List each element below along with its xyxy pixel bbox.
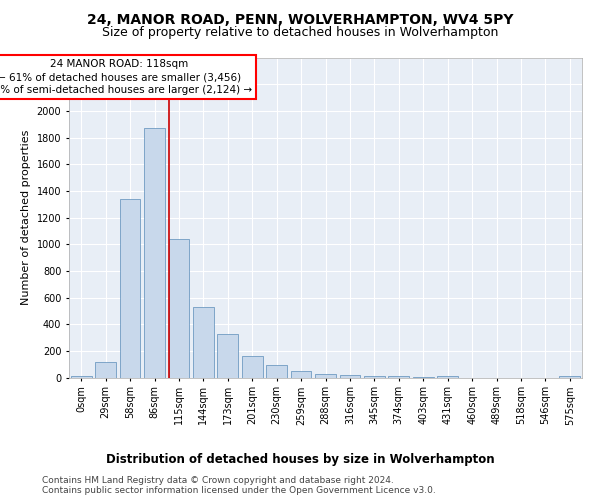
Bar: [242, 356, 263, 378]
Bar: [217, 334, 238, 378]
Bar: [559, 376, 580, 378]
Text: 24, MANOR ROAD, PENN, WOLVERHAMPTON, WV4 5PY: 24, MANOR ROAD, PENN, WOLVERHAMPTON, WV4…: [87, 12, 513, 26]
Bar: [95, 362, 116, 378]
Bar: [340, 375, 361, 378]
Y-axis label: Number of detached properties: Number of detached properties: [21, 130, 31, 305]
Bar: [144, 128, 165, 378]
Bar: [437, 376, 458, 378]
Text: Distribution of detached houses by size in Wolverhampton: Distribution of detached houses by size …: [106, 452, 494, 466]
Bar: [193, 307, 214, 378]
Text: 24 MANOR ROAD: 118sqm
← 61% of detached houses are smaller (3,456)
38% of semi-d: 24 MANOR ROAD: 118sqm ← 61% of detached …: [0, 59, 251, 95]
Bar: [290, 371, 311, 378]
Bar: [266, 365, 287, 378]
Text: Contains HM Land Registry data © Crown copyright and database right 2024.: Contains HM Land Registry data © Crown c…: [42, 476, 394, 485]
Bar: [119, 199, 140, 378]
Text: Size of property relative to detached houses in Wolverhampton: Size of property relative to detached ho…: [102, 26, 498, 39]
Bar: [71, 376, 92, 378]
Bar: [364, 376, 385, 378]
Bar: [169, 239, 190, 378]
Bar: [388, 376, 409, 378]
Bar: [315, 374, 336, 378]
Text: Contains public sector information licensed under the Open Government Licence v3: Contains public sector information licen…: [42, 486, 436, 495]
